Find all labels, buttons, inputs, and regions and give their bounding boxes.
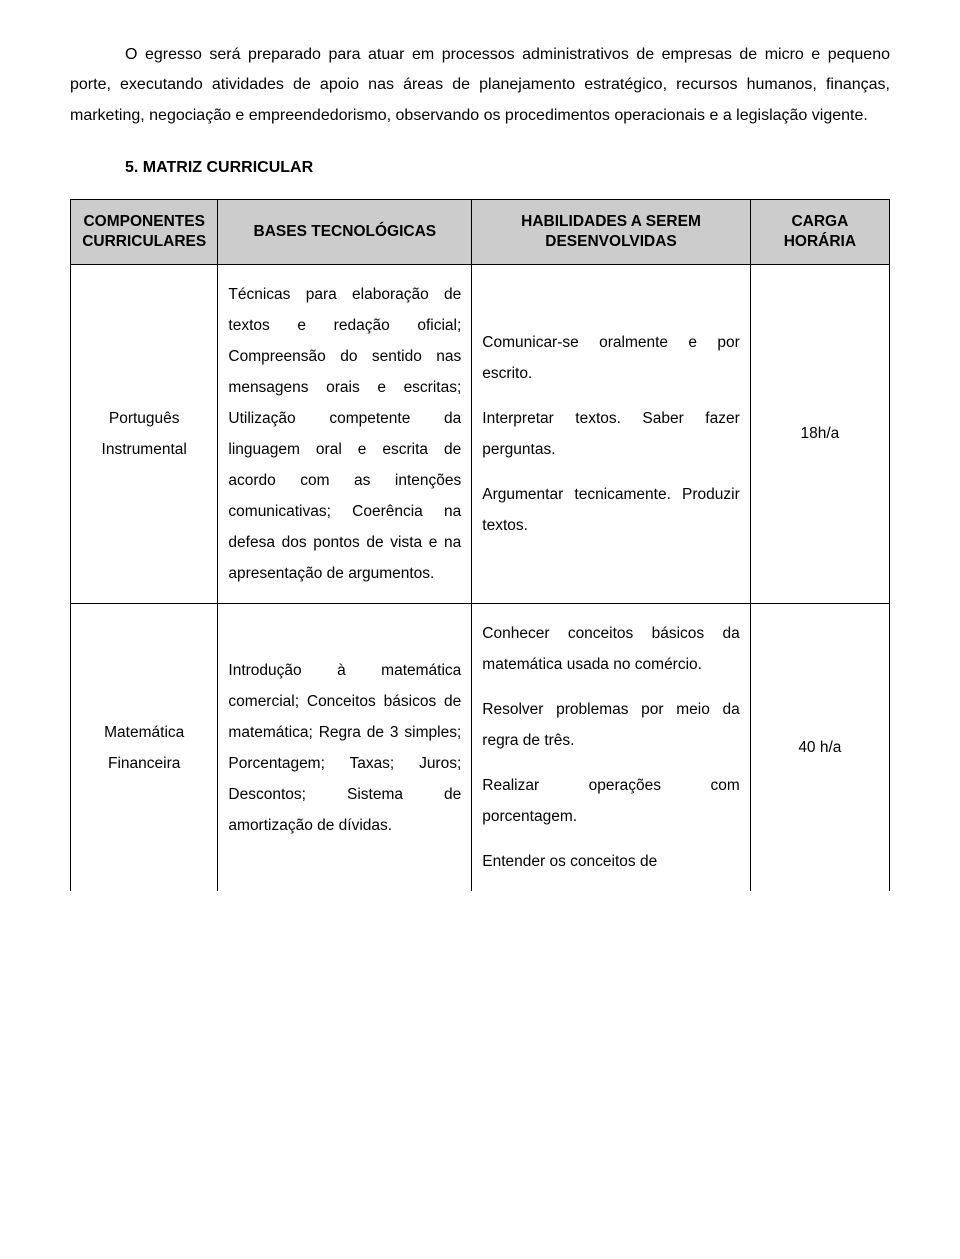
cell-bases: Introdução à matemática comercial; Conce… xyxy=(218,604,472,892)
cell-componentes: Matemática Financeira xyxy=(71,604,218,892)
header-carga: CARGA HORÁRIA xyxy=(750,200,889,265)
habilidade-item: Realizar operações com porcentagem. xyxy=(482,770,739,832)
table-row: Português Instrumental Técnicas para ela… xyxy=(71,265,890,604)
intro-text: O egresso será preparado para atuar em p… xyxy=(70,40,890,131)
curriculum-table: COMPONENTES CURRICULARES BASES TECNOLÓGI… xyxy=(70,199,890,891)
cell-carga: 40 h/a xyxy=(750,604,889,892)
habilidade-item: Conhecer conceitos básicos da matemática… xyxy=(482,618,739,680)
habilidade-item: Entender os conceitos de xyxy=(482,846,739,877)
habilidade-item: Resolver problemas por meio da regra de … xyxy=(482,694,739,756)
table-header-row: COMPONENTES CURRICULARES BASES TECNOLÓGI… xyxy=(71,200,890,265)
cell-habilidades: Comunicar-se oralmente e por escrito. In… xyxy=(472,265,750,604)
habilidade-item: Comunicar-se oralmente e por escrito. xyxy=(482,327,739,389)
cell-habilidades: Conhecer conceitos básicos da matemática… xyxy=(472,604,750,892)
header-bases: BASES TECNOLÓGICAS xyxy=(218,200,472,265)
table-row: Matemática Financeira Introdução à matem… xyxy=(71,604,890,892)
header-componentes: COMPONENTES CURRICULARES xyxy=(71,200,218,265)
header-habilidades: HABILIDADES A SEREM DESENVOLVIDAS xyxy=(472,200,750,265)
habilidade-item: Argumentar tecnicamente. Produzir textos… xyxy=(482,479,739,541)
section-title: 5. MATRIZ CURRICULAR xyxy=(125,159,890,177)
intro-paragraph: O egresso será preparado para atuar em p… xyxy=(70,40,890,131)
habilidade-item: Interpretar textos. Saber fazer pergunta… xyxy=(482,403,739,465)
cell-carga: 18h/a xyxy=(750,265,889,604)
cell-componentes: Português Instrumental xyxy=(71,265,218,604)
cell-bases: Técnicas para elaboração de textos e red… xyxy=(218,265,472,604)
